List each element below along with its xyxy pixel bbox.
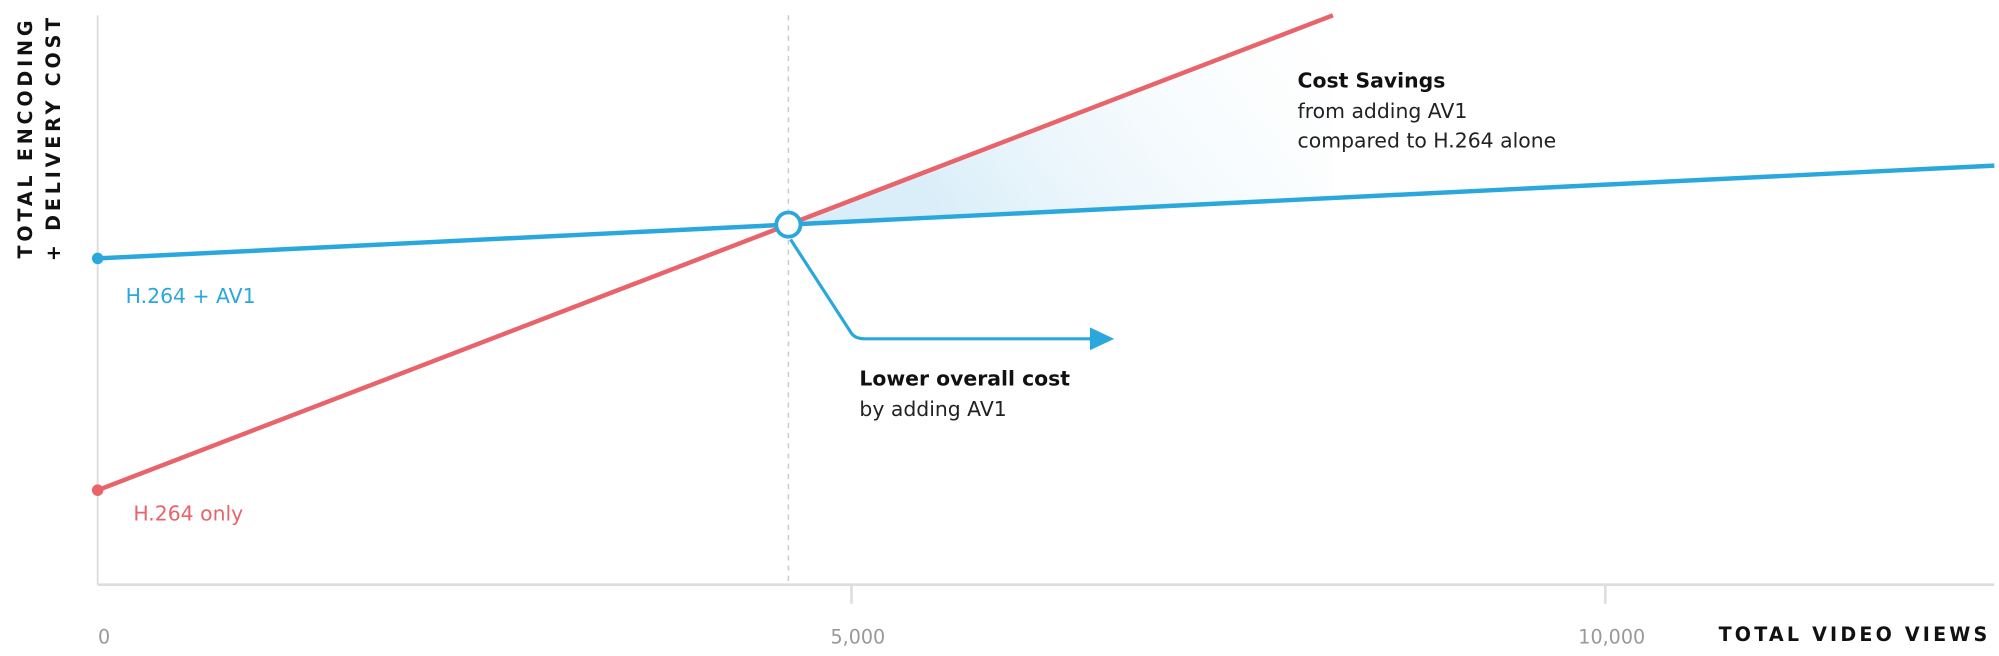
y-axis-label: + DELIVERY COST <box>42 14 65 261</box>
annotation-title: Lower overall cost <box>859 367 1070 391</box>
x-axis-label: TOTAL VIDEO VIEWS <box>1719 623 1991 646</box>
arrow-head <box>1089 327 1115 351</box>
y-axis-label: TOTAL ENCODING <box>14 17 37 259</box>
annotation-title: Cost Savings <box>1298 69 1446 93</box>
x-tick-label: 5,000 <box>831 626 886 649</box>
annotation-text: compared to H.264 alone <box>1298 128 1557 152</box>
series-line <box>96 13 1334 493</box>
annotation-arrow <box>789 238 1094 341</box>
start-point <box>91 252 104 265</box>
crossover-point <box>774 210 803 239</box>
annotation-text: from adding AV1 <box>1298 99 1468 123</box>
x-tick-label: 10,000 <box>1578 626 1645 649</box>
x-tick-label: 0 <box>98 626 110 649</box>
annotation-text: by adding AV1 <box>859 397 1006 421</box>
series-line <box>97 163 1995 261</box>
start-point <box>91 484 104 496</box>
series-label: H.264 + AV1 <box>126 284 256 308</box>
series-label: H.264 only <box>133 502 243 526</box>
